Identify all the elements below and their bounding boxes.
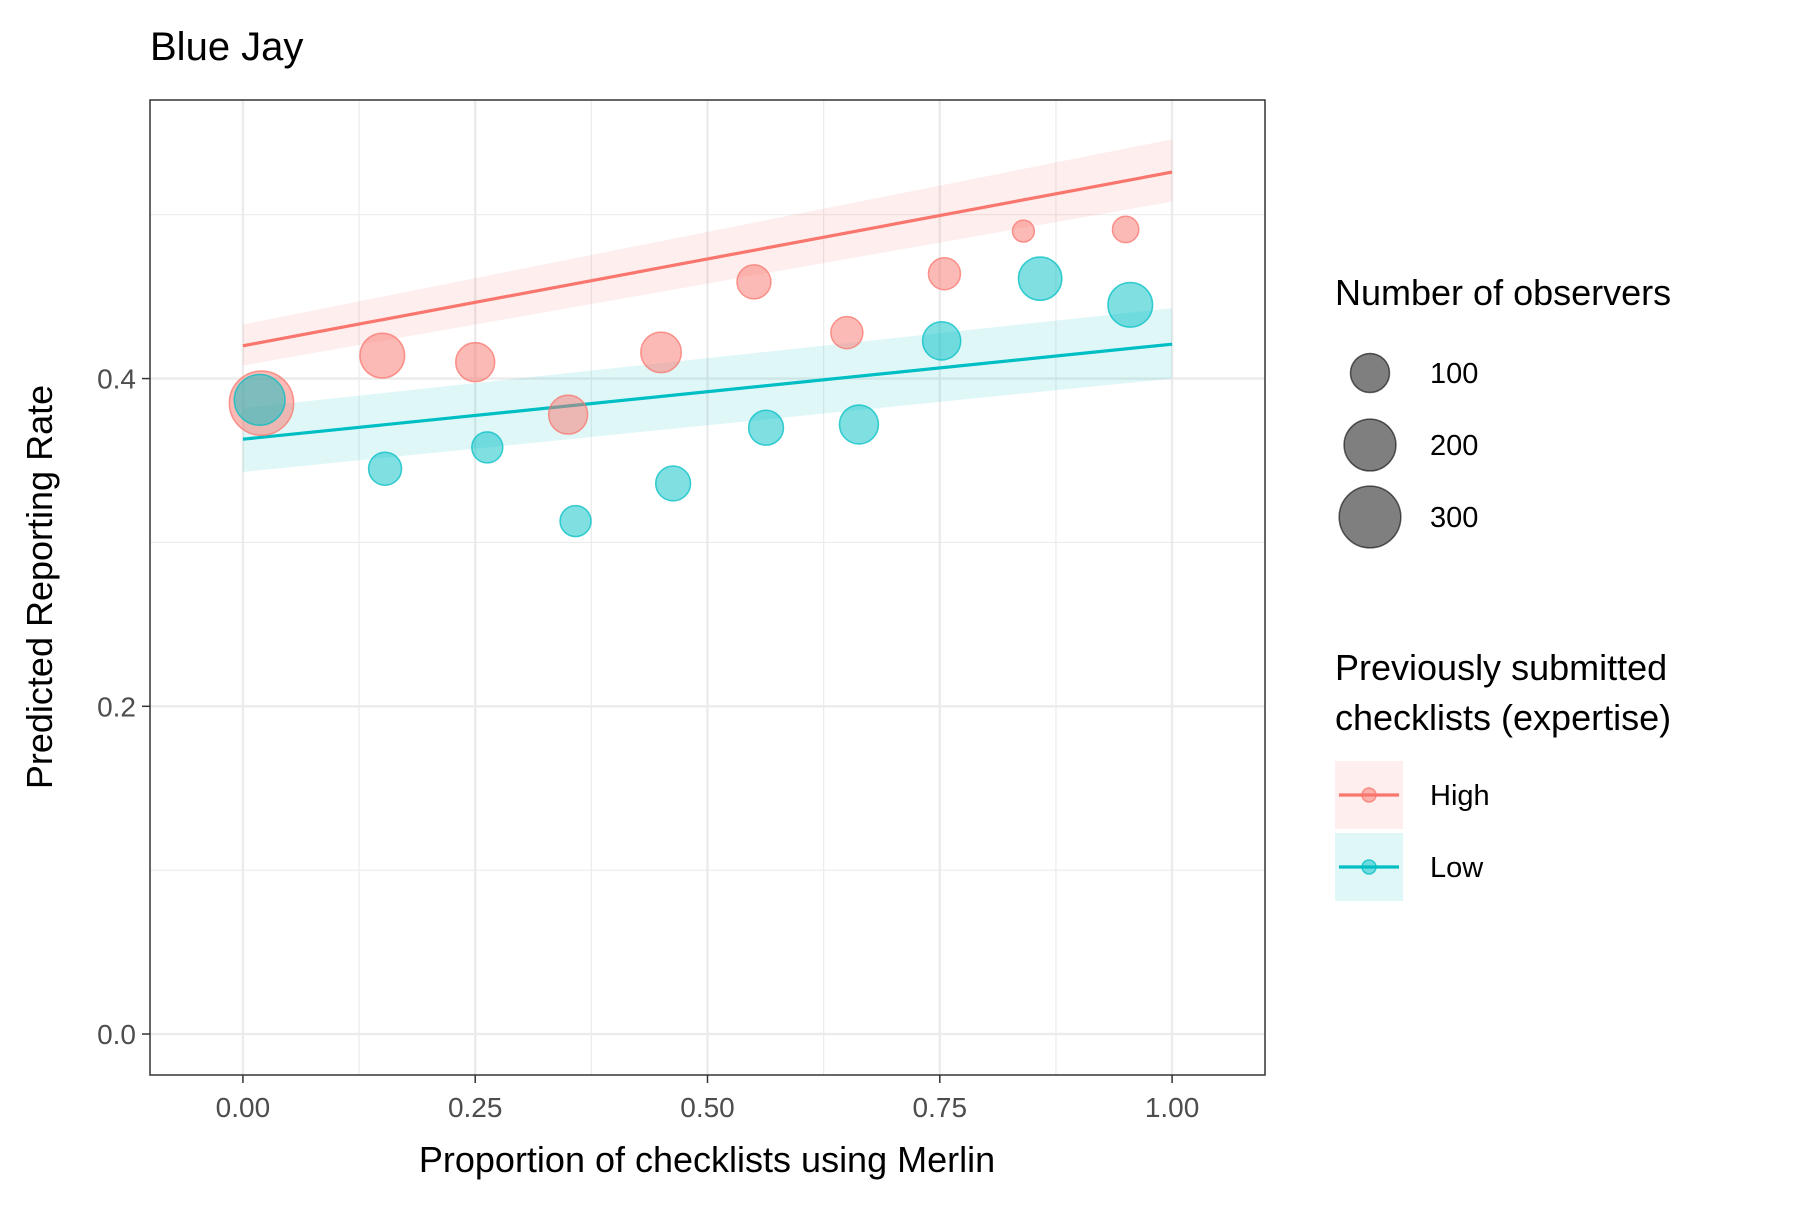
size-legend-label: 200 <box>1430 430 1478 462</box>
size-legend-key <box>1349 352 1391 394</box>
point-high <box>927 256 962 291</box>
size-legend: Number of observers 100 200 300 <box>1335 272 1671 549</box>
point-low <box>747 409 785 446</box>
x-axis: 0.00 0.25 0.50 0.75 1.00 <box>216 1075 1200 1123</box>
y-tick-label: 0.0 <box>97 1019 136 1050</box>
point-high <box>640 331 683 374</box>
point-low <box>921 321 962 361</box>
point-low <box>654 465 692 502</box>
point-low <box>233 373 286 426</box>
color-legend-label: Low <box>1430 852 1484 884</box>
point-low <box>838 404 880 445</box>
chart-title: Blue Jay <box>150 25 303 69</box>
x-tick-label: 0.50 <box>680 1092 735 1123</box>
color-legend-title-line1: Previously submitted <box>1335 647 1667 688</box>
point-high <box>547 394 589 435</box>
x-axis-label: Proportion of checklists using Merlin <box>419 1139 995 1180</box>
color-legend-title-line2: checklists (expertise) <box>1335 697 1671 738</box>
size-legend-key <box>1343 418 1397 472</box>
point-high <box>454 341 496 383</box>
size-legend-label: 100 <box>1430 358 1478 390</box>
y-axis: 0.0 0.2 0.4 <box>97 364 150 1050</box>
trend-lines <box>242 170 1173 441</box>
trend-line-high <box>242 170 1173 348</box>
size-legend-title: Number of observers <box>1335 272 1671 313</box>
plot-panel <box>149 99 1266 1076</box>
x-tick-label: 0.75 <box>913 1092 968 1123</box>
data-points <box>228 215 1154 538</box>
y-tick-label: 0.4 <box>97 364 136 395</box>
ribbon-high <box>242 139 1173 366</box>
point-high <box>830 315 864 350</box>
color-legend-key-point <box>1361 859 1377 875</box>
point-low <box>1017 256 1063 302</box>
size-legend-key <box>1338 485 1402 549</box>
point-low <box>1107 281 1154 328</box>
point-low <box>471 431 504 464</box>
x-tick-label: 1.00 <box>1145 1092 1200 1123</box>
x-tick-label: 0.00 <box>216 1092 271 1123</box>
y-tick-label: 0.2 <box>97 691 136 722</box>
point-low <box>367 451 403 486</box>
x-tick-label: 0.25 <box>448 1092 503 1123</box>
point-high <box>1111 215 1140 244</box>
color-legend: Previously submitted checklists (experti… <box>1335 647 1671 901</box>
point-low <box>559 504 592 538</box>
point-high <box>1011 219 1036 243</box>
color-legend-label: High <box>1430 780 1490 812</box>
y-axis-label: Predicted Reporting Rate <box>19 385 60 789</box>
point-high <box>736 264 772 300</box>
point-high <box>359 332 406 379</box>
size-legend-label: 300 <box>1430 502 1478 534</box>
trend-line-low <box>242 342 1173 441</box>
color-legend-key-point <box>1361 787 1377 803</box>
